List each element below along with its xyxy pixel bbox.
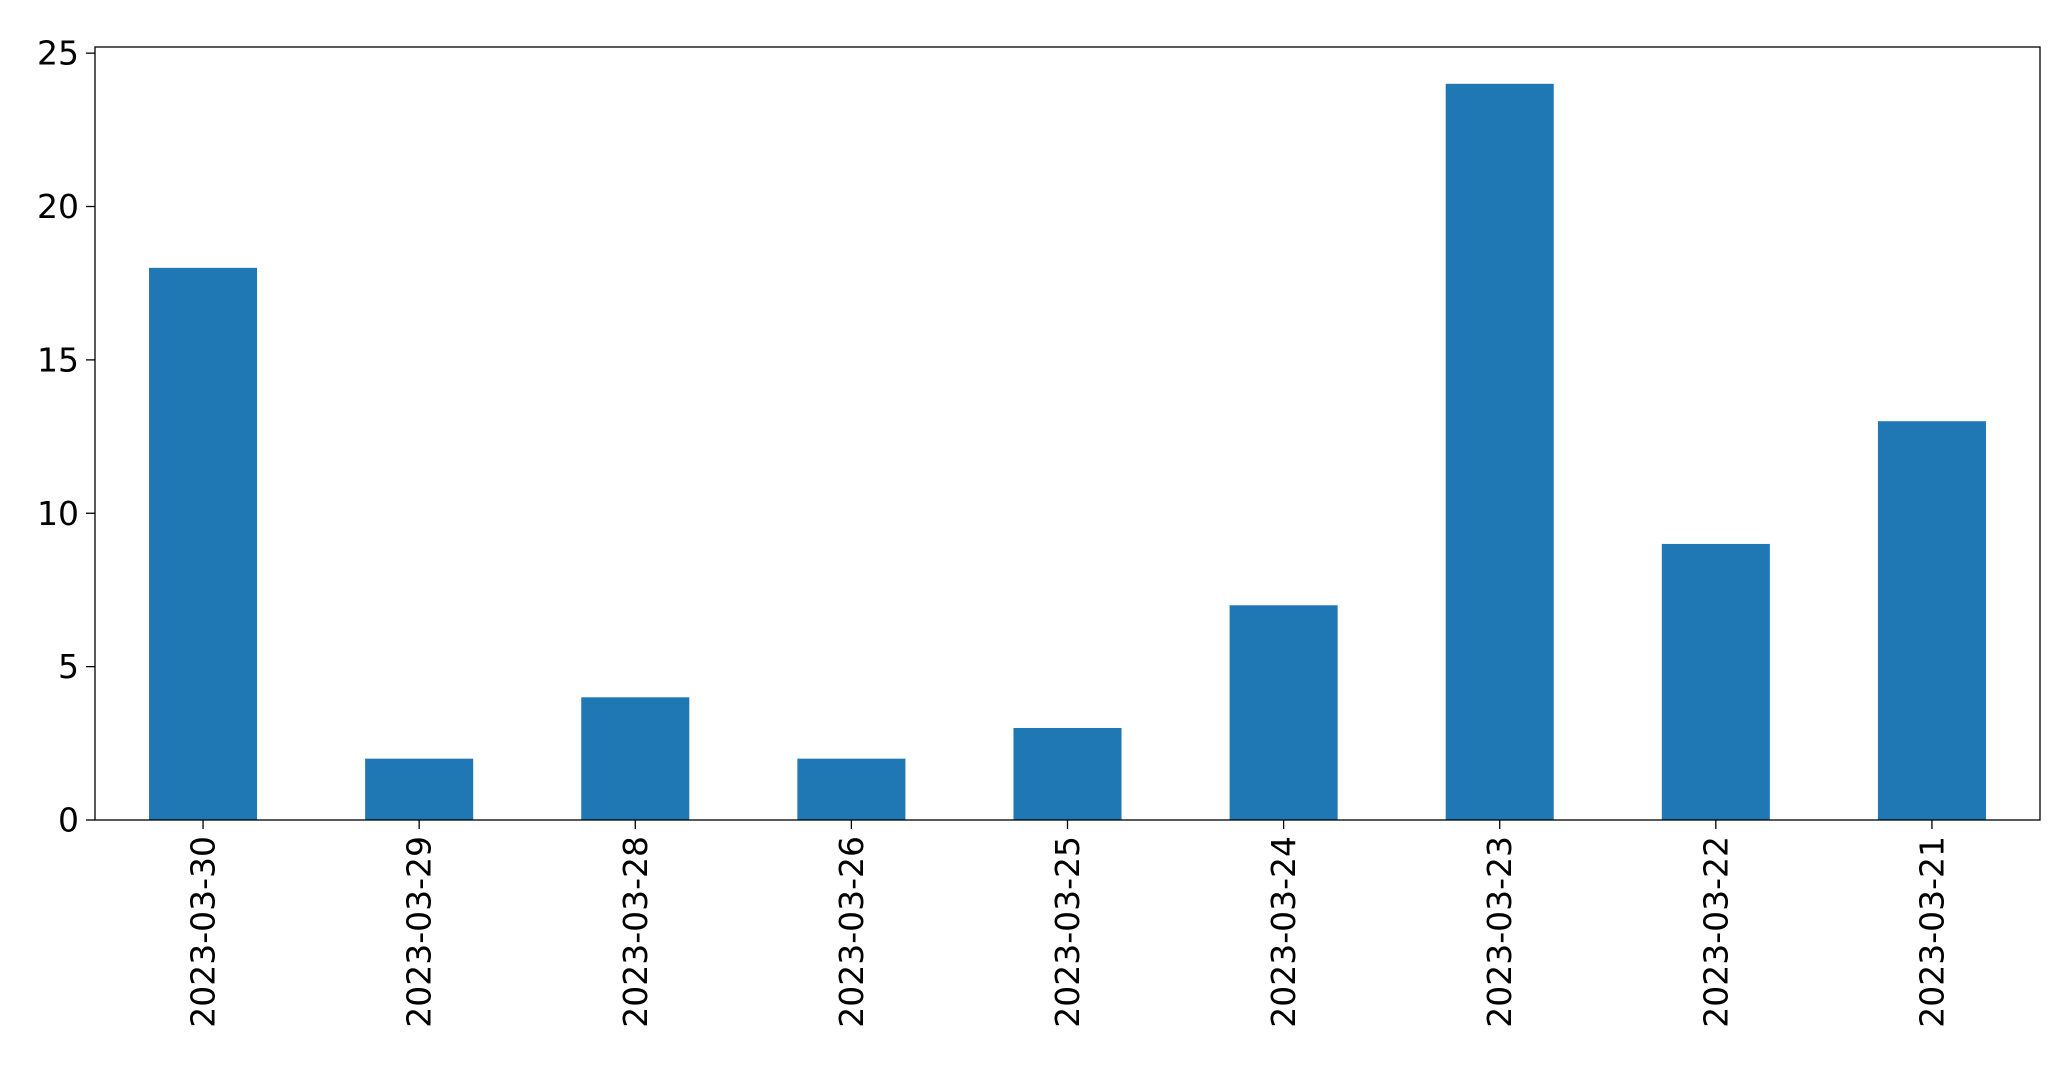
y-tick-label: 25 xyxy=(37,34,79,73)
bar-2023-03-23 xyxy=(1445,83,1554,821)
x-tick-label: 2023-03-24 xyxy=(1264,836,1303,1028)
x-axis: 2023-03-30 2023-03-29 2023-03-28 2023-03-26… xyxy=(184,820,1951,1028)
x-tick-label: 2023-03-22 xyxy=(1696,836,1735,1028)
bar-2023-03-22 xyxy=(1661,543,1770,820)
x-tick-label: 2023-03-29 xyxy=(400,836,439,1028)
bar-2023-03-29 xyxy=(365,758,474,820)
y-tick-label: 20 xyxy=(37,187,79,226)
y-tick-label: 0 xyxy=(58,801,79,840)
bar-2023-03-21 xyxy=(1877,421,1986,820)
y-axis: 0 5 10 15 20 25 xyxy=(37,34,95,840)
bar-2023-03-30 xyxy=(149,267,258,820)
bar-2023-03-25 xyxy=(1013,727,1122,820)
bar-2023-03-28 xyxy=(581,697,690,820)
x-tick-label: 2023-03-25 xyxy=(1048,836,1087,1028)
plot-frame xyxy=(94,46,2041,821)
bars-group xyxy=(149,83,1986,821)
x-tick-label: 2023-03-28 xyxy=(616,836,655,1028)
x-tick-label: 2023-03-30 xyxy=(184,836,223,1028)
x-tick-label: 2023-03-23 xyxy=(1480,836,1519,1028)
y-tick-label: 10 xyxy=(37,494,79,533)
y-tick-label: 15 xyxy=(37,340,79,379)
x-tick-label: 2023-03-26 xyxy=(832,836,871,1028)
y-tick-label: 5 xyxy=(58,647,79,686)
bar-2023-03-24 xyxy=(1229,605,1338,820)
bar-2023-03-26 xyxy=(797,758,906,820)
x-tick-label: 2023-03-21 xyxy=(1912,836,1951,1028)
